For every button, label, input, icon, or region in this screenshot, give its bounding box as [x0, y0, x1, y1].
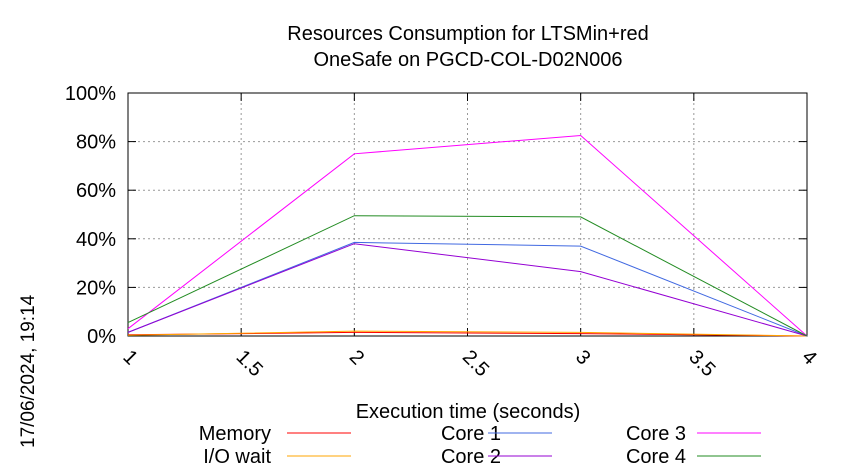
x-tick-label: 2 — [345, 346, 368, 369]
y-tick-label: 20% — [76, 277, 116, 299]
legend-label: I/O wait — [203, 446, 271, 468]
y-tick-label: 40% — [76, 229, 116, 251]
series-line-core-3 — [127, 134, 808, 337]
legend-label: Core 4 — [626, 446, 686, 468]
grid-lines — [128, 93, 807, 336]
x-tick-label: 2.5 — [458, 346, 493, 381]
legend-label: Memory — [199, 423, 271, 445]
x-tick-label: 4 — [797, 346, 820, 369]
x-tick-label: 1.5 — [232, 346, 267, 381]
y-tick-label: 100% — [65, 83, 116, 105]
timestamp: 17/06/2024, 19:14 — [18, 294, 39, 448]
series-line-i-o-wait — [127, 330, 808, 337]
y-axis-ticks: 0% 20% 40% 60% 80% 100% — [65, 83, 807, 348]
series-line-core-4 — [127, 215, 808, 337]
series-lines — [127, 134, 808, 337]
x-axis-label: Execution time (seconds) — [356, 401, 581, 423]
x-tick-label: 3.5 — [684, 346, 719, 381]
chart-title-line-2: OneSafe on PGCD-COL-D02N006 — [313, 49, 622, 71]
x-tick-label: 3 — [571, 346, 594, 369]
legend-label: Core 1 — [441, 423, 501, 445]
legend-label: Core 2 — [441, 446, 501, 468]
legend-label: Core 3 — [626, 423, 686, 445]
x-axis-ticks: 1 1.5 2 2.5 3 3.5 4 — [118, 93, 821, 381]
series-line-core-2 — [127, 243, 808, 337]
y-tick-label: 0% — [87, 326, 116, 348]
series-line-core-1 — [127, 241, 808, 337]
y-tick-label: 60% — [76, 180, 116, 202]
chart-title-line-1: Resources Consumption for LTSMin+red — [287, 23, 648, 45]
y-tick-label: 80% — [76, 132, 116, 154]
x-tick-label: 1 — [118, 346, 141, 369]
